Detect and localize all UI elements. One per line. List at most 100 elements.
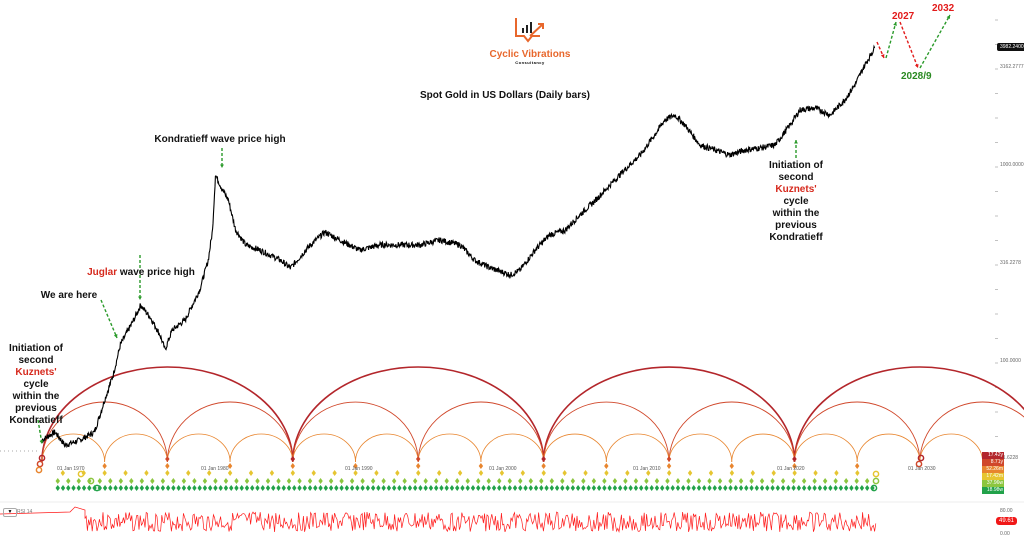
- cycle-trough-diamond: [728, 478, 733, 484]
- cycle-trough-diamond: [539, 485, 544, 491]
- cycle-trough-diamond: [202, 478, 208, 484]
- rsi-toggle-button[interactable]: ▼: [3, 508, 17, 517]
- cycle-trough-diamond: [696, 478, 702, 484]
- cycle-trough-diamond: [97, 478, 103, 484]
- cycle-trough-diamond: [817, 485, 823, 491]
- cycle-trough-diamond: [265, 478, 271, 484]
- cycle-trough-diamond: [360, 478, 365, 484]
- cycle-trough-diamond: [859, 485, 865, 491]
- cycle-trough-diamond: [165, 463, 170, 469]
- cycle-trough-diamond: [423, 485, 428, 491]
- cycle-trough-diamond: [365, 485, 371, 491]
- cycle-trough-diamond: [412, 485, 418, 491]
- cycle-trough-diamond: [666, 470, 672, 476]
- cycle-arc: [919, 433, 983, 463]
- cycle-trough-diamond: [444, 478, 449, 484]
- kuznets-word: Kuznets': [775, 184, 817, 195]
- cycle-trough-diamond: [213, 478, 218, 484]
- cycle-trough-diamond: [318, 485, 323, 491]
- cycle-legend: 17.42y 8.71y 52.26m 17.42m 37.96w 18.98w: [982, 452, 1004, 494]
- text-line: Initiation of: [769, 160, 823, 171]
- cycle-trough-diamond: [612, 485, 618, 491]
- cycle-trough-diamond: [607, 485, 612, 491]
- cycle-trough-diamond: [229, 485, 234, 491]
- annotation-right-kuznets: Initiation of second Kuznets' cycle with…: [766, 160, 826, 244]
- cycle-trough-diamond: [197, 485, 202, 491]
- cycle-trough-diamond: [623, 485, 628, 491]
- cycle-trough-diamond: [213, 485, 218, 491]
- cycle-trough-diamond: [407, 485, 413, 491]
- cycle-arc: [793, 366, 1024, 463]
- cycle-trough-diamond: [486, 478, 491, 484]
- cycle-trough-diamond: [499, 470, 505, 476]
- cycle-trough-diamond: [339, 485, 344, 491]
- cycle-trough-diamond: [207, 485, 213, 491]
- cycle-trough-diamond: [129, 478, 134, 484]
- cycle-trough-diamond: [702, 485, 707, 491]
- logo-name: Cyclic Vibrations: [489, 49, 571, 60]
- text-line: within the: [12, 391, 60, 402]
- cycle-trough-diamond: [541, 470, 546, 476]
- dashed-arrow: [885, 21, 897, 59]
- cycle-trough-diamond: [565, 485, 570, 491]
- arrow-head: [220, 164, 224, 168]
- cycle-trough-diamond: [633, 485, 639, 491]
- cycle-trough-diamond: [297, 478, 302, 484]
- cycle-arc: [605, 433, 670, 463]
- cycle-trough-diamond: [234, 478, 239, 484]
- cycle-trough-diamond: [108, 478, 113, 484]
- cycle-projection-circle: [872, 477, 880, 485]
- cycle-trough-diamond: [738, 485, 744, 491]
- cycle-trough-diamond: [644, 478, 649, 484]
- cycle-trough-diamond: [691, 485, 696, 491]
- last-price-label: 3982.2400: [997, 43, 1024, 51]
- cycle-trough-diamond: [353, 463, 358, 469]
- cycle-trough-diamond: [433, 478, 439, 484]
- cycle-trough-diamond: [696, 485, 702, 491]
- cycle-trough-diamond: [812, 485, 817, 491]
- cycle-trough-diamond: [591, 485, 597, 491]
- cycle-trough-diamond: [165, 485, 171, 491]
- cycle-trough-diamond: [433, 485, 439, 491]
- cycle-trough-diamond: [476, 478, 481, 484]
- cycle-trough-diamond: [604, 463, 609, 469]
- cycle-trough-diamond: [717, 478, 723, 484]
- cycle-trough-diamond: [181, 485, 187, 491]
- cycle-arc: [919, 401, 1024, 463]
- cycle-trough-diamond: [318, 478, 323, 484]
- cycle-trough-diamond: [560, 485, 565, 491]
- cycle-trough-diamond: [276, 478, 281, 484]
- cycle-trough-diamond: [544, 485, 549, 491]
- cycle-trough-diamond: [687, 470, 693, 476]
- x-tick: 01 Jan 1970: [57, 466, 85, 472]
- cycle-trough-diamond: [223, 485, 229, 491]
- cycle-arc: [41, 433, 106, 463]
- cycle-trough-diamond: [455, 478, 460, 484]
- cycle-trough-diamond: [449, 485, 455, 491]
- juglar-rest: wave price high: [117, 267, 195, 278]
- cycle-trough-diamond: [596, 485, 602, 491]
- cycle-trough-diamond: [355, 485, 360, 491]
- cycle-arc: [291, 366, 545, 463]
- text-line: previous: [15, 403, 57, 414]
- cycle-trough-diamond: [486, 485, 491, 491]
- cycle-arc: [794, 433, 858, 463]
- cycle-trough-diamond: [518, 485, 523, 491]
- cycle-trough-diamond: [570, 478, 576, 484]
- cycle-projection-circle: [35, 466, 43, 474]
- cycle-trough-diamond: [370, 478, 376, 484]
- cycle-trough-diamond: [55, 478, 60, 484]
- cycle-trough-diamond: [381, 478, 386, 484]
- cycle-trough-diamond: [749, 478, 754, 484]
- cycle-trough-diamond: [444, 485, 449, 491]
- cycle-trough-diamond: [602, 478, 607, 484]
- cycle-trough-diamond: [617, 485, 623, 491]
- cycle-trough-diamond: [144, 485, 150, 491]
- cycle-trough-diamond: [792, 470, 797, 476]
- cycle-trough-diamond: [118, 485, 124, 491]
- cycle-trough-diamond: [129, 485, 134, 491]
- cycle-trough-diamond: [586, 485, 591, 491]
- cycle-arc: [41, 366, 294, 463]
- cycle-arc: [355, 433, 419, 463]
